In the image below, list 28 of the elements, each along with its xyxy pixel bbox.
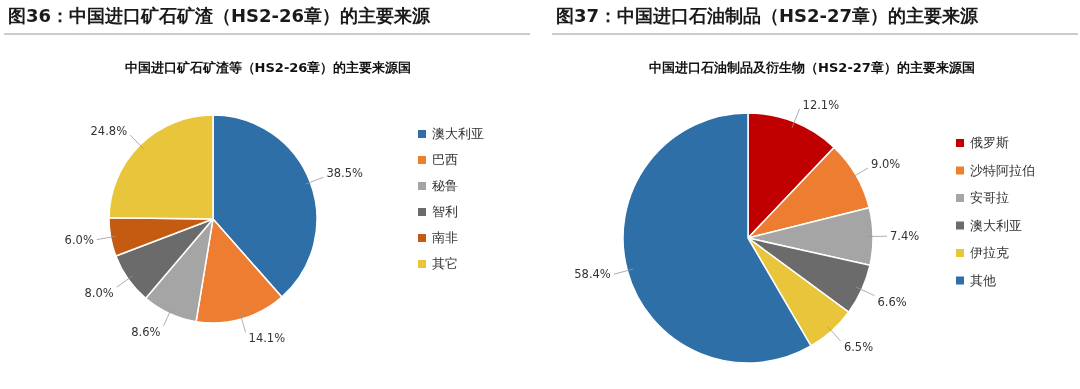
data-label: 58.4% (574, 267, 611, 282)
legend-label: 秘鲁 (432, 178, 458, 193)
legend-label: 其他 (970, 272, 996, 288)
data-label: 6.5% (843, 340, 874, 355)
legend-label: 俄罗斯 (970, 135, 1009, 150)
data-label: 38.5% (326, 166, 363, 181)
legend-label: 澳大利亚 (970, 217, 1022, 233)
legend-label: 南非 (432, 230, 458, 245)
chart-subtitle: 中国进口石油制品及衍生物（HS2-27章）的主要来源国 (649, 60, 975, 75)
legend-label: 沙特阿拉伯 (970, 162, 1035, 178)
legend-label: 其它 (432, 256, 458, 271)
legend-label: 伊拉克 (970, 245, 1009, 260)
chart-title: 图37：中国进口石油制品（HS2-27章）的主要来源 (556, 5, 980, 26)
data-label: 14.1% (248, 331, 286, 346)
chart-title: 图36：中国进口矿石矿渣（HS2-26章）的主要来源 (8, 5, 432, 26)
data-label: 6.0% (64, 232, 94, 247)
legend-label: 安哥拉 (970, 190, 1009, 205)
data-label: 12.1% (802, 97, 840, 112)
legend-label: 智利 (432, 204, 458, 219)
data-label: 24.8% (90, 124, 128, 139)
data-label: 9.0% (871, 157, 901, 171)
data-label: 8.6% (131, 325, 161, 340)
legend-label: 澳大利亚 (432, 126, 484, 141)
data-label: 6.6% (877, 294, 907, 309)
data-label: 7.4% (889, 229, 920, 244)
data-label: 8.0% (84, 286, 114, 301)
legend-label: 巴西 (432, 152, 458, 167)
chart-subtitle: 中国进口矿石矿渣等（HS2-26章）的主要来源国 (124, 60, 412, 75)
